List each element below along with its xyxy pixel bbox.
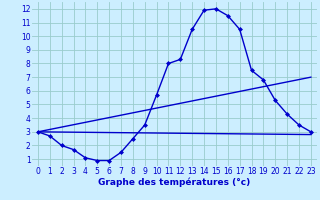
X-axis label: Graphe des températures (°c): Graphe des températures (°c) [98,178,251,187]
